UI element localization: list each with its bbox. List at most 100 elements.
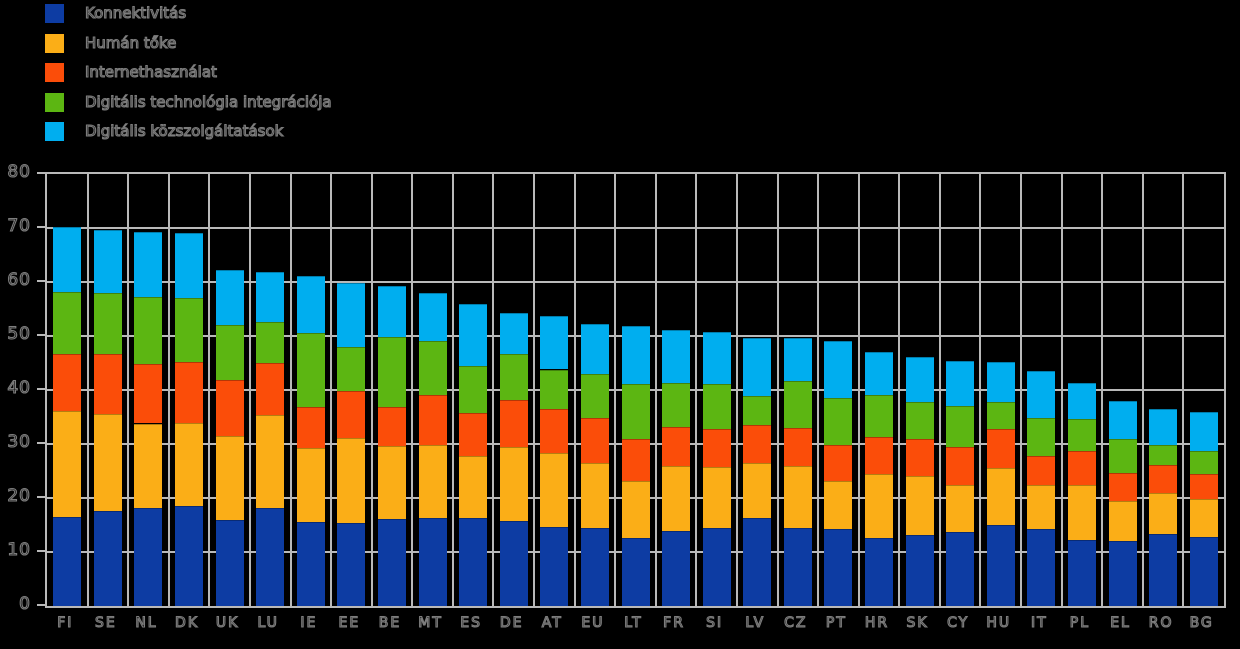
grid-line-vertical xyxy=(248,174,251,606)
bar-segment-DE-s0 xyxy=(499,520,528,606)
x-axis-label-FR: FR xyxy=(663,614,685,631)
bar-segment-CZ-s2 xyxy=(783,427,812,466)
bar-segment-IE-s1 xyxy=(296,448,325,523)
bar-segment-HR-s1 xyxy=(865,474,894,538)
bar-segment-LT-s4 xyxy=(621,325,650,385)
legend-swatch xyxy=(45,92,64,112)
grid-line-vertical xyxy=(938,174,941,606)
x-axis-label-SE: SE xyxy=(94,614,117,631)
bar-segment-SI-s0 xyxy=(702,528,731,606)
bar-segment-IT-s1 xyxy=(1027,484,1056,530)
bar-segment-SE-s0 xyxy=(93,510,122,606)
bar-segment-AT-s2 xyxy=(540,409,569,453)
bar-segment-CY-s1 xyxy=(946,484,975,533)
bar-segment-FI-s4 xyxy=(53,227,82,292)
bar-segment-CZ-s4 xyxy=(783,338,812,382)
bar-segment-SI-s2 xyxy=(702,428,731,467)
bar-segment-LT-s0 xyxy=(621,537,650,606)
bar-segment-BE-s4 xyxy=(377,286,406,337)
bar-segment-DK-s1 xyxy=(175,422,204,507)
bar-segment-BG-s0 xyxy=(1189,537,1218,606)
grid-line-vertical xyxy=(86,174,89,606)
bar-segment-CZ-s1 xyxy=(783,465,812,528)
bar-segment-IT-s3 xyxy=(1027,418,1056,456)
x-axis-label-PT: PT xyxy=(825,614,847,631)
bar-segment-FR-s3 xyxy=(662,383,691,428)
x-axis-label-AT: AT xyxy=(541,614,563,631)
bar-segment-SK-s2 xyxy=(905,438,934,476)
grid-line-vertical xyxy=(330,174,333,606)
bar-segment-FI-s2 xyxy=(53,353,82,411)
bar-segment-BG-s1 xyxy=(1189,499,1218,538)
x-axis-label-RO: RO xyxy=(1148,614,1174,631)
bar-segment-EL-s4 xyxy=(1108,401,1137,439)
bar-segment-MT-s1 xyxy=(418,444,447,518)
bar-segment-EU-s1 xyxy=(580,462,609,528)
bar-segment-LU-s3 xyxy=(256,321,285,363)
x-axis-label-DE: DE xyxy=(499,614,524,631)
bar-segment-HU-s4 xyxy=(986,361,1015,402)
bar-segment-MT-s4 xyxy=(418,292,447,342)
bar-segment-AT-s0 xyxy=(540,526,569,606)
y-axis-label: 20 xyxy=(7,486,31,506)
y-axis-label: 10 xyxy=(7,540,31,560)
bar-segment-BG-s3 xyxy=(1189,451,1218,474)
bar-segment-RO-s2 xyxy=(1149,465,1178,493)
grid-line-vertical xyxy=(167,174,170,606)
x-axis-label-LV: LV xyxy=(745,614,766,631)
grid-line-vertical xyxy=(817,174,820,606)
bar-segment-AT-s4 xyxy=(540,316,569,370)
grid-line-horizontal xyxy=(47,281,1224,283)
grid-line-vertical xyxy=(1020,174,1023,606)
bar-segment-DE-s3 xyxy=(499,354,528,400)
bar-segment-HU-s3 xyxy=(986,401,1015,430)
y-axis-tick xyxy=(37,604,45,606)
bar-segment-CY-s4 xyxy=(946,360,975,406)
bar-segment-FR-s4 xyxy=(662,330,691,383)
bar-segment-PL-s3 xyxy=(1067,419,1096,452)
y-axis-label: 80 xyxy=(7,162,31,182)
bar-segment-LV-s1 xyxy=(743,463,772,518)
grid-line-vertical xyxy=(451,174,454,606)
legend-label: Digitális technológia integrációja xyxy=(84,92,332,111)
x-axis-label-ES: ES xyxy=(460,614,483,631)
bar-segment-HU-s0 xyxy=(986,525,1015,606)
grid-line-vertical xyxy=(979,174,982,606)
grid-line-horizontal xyxy=(47,227,1224,229)
bar-segment-EL-s1 xyxy=(1108,500,1137,542)
y-axis-label: 30 xyxy=(7,432,31,452)
legend-swatch xyxy=(45,4,64,23)
bar-segment-CY-s3 xyxy=(946,405,975,447)
bar-segment-DE-s1 xyxy=(499,447,528,521)
bar-segment-EL-s0 xyxy=(1108,541,1137,606)
grid-line-vertical xyxy=(1101,174,1104,606)
y-axis-tick xyxy=(37,226,45,228)
bar-segment-UK-s3 xyxy=(215,325,244,381)
bar-segment-SK-s1 xyxy=(905,475,934,536)
bar-segment-ES-s4 xyxy=(459,304,488,366)
bar-segment-FI-s3 xyxy=(53,291,82,354)
bar-segment-PL-s4 xyxy=(1067,383,1096,420)
grid-line-vertical xyxy=(127,174,130,606)
bar-segment-LU-s1 xyxy=(256,414,285,508)
bar-segment-PL-s0 xyxy=(1067,539,1096,606)
bar-segment-BE-s1 xyxy=(377,445,406,519)
bar-segment-DK-s2 xyxy=(175,362,204,423)
bar-segment-IE-s4 xyxy=(296,276,325,333)
bar-segment-LV-s3 xyxy=(743,395,772,425)
bar-segment-MT-s3 xyxy=(418,341,447,395)
y-axis-tick xyxy=(37,442,45,444)
bar-segment-EU-s4 xyxy=(580,324,609,374)
bar-segment-CZ-s0 xyxy=(783,527,812,606)
bar-segment-AT-s3 xyxy=(540,369,569,410)
grid-line-vertical xyxy=(857,174,860,606)
legend-label: Internethasználat xyxy=(84,62,217,81)
bar-segment-EU-s3 xyxy=(580,373,609,418)
bar-segment-EE-s4 xyxy=(337,282,366,347)
bar-segment-EE-s2 xyxy=(337,390,366,439)
legend-swatch xyxy=(45,63,64,82)
bar-segment-NL-s3 xyxy=(134,297,163,365)
bar-segment-SI-s4 xyxy=(702,331,731,384)
bar-segment-EE-s3 xyxy=(337,346,366,391)
bar-segment-FR-s0 xyxy=(662,530,691,606)
